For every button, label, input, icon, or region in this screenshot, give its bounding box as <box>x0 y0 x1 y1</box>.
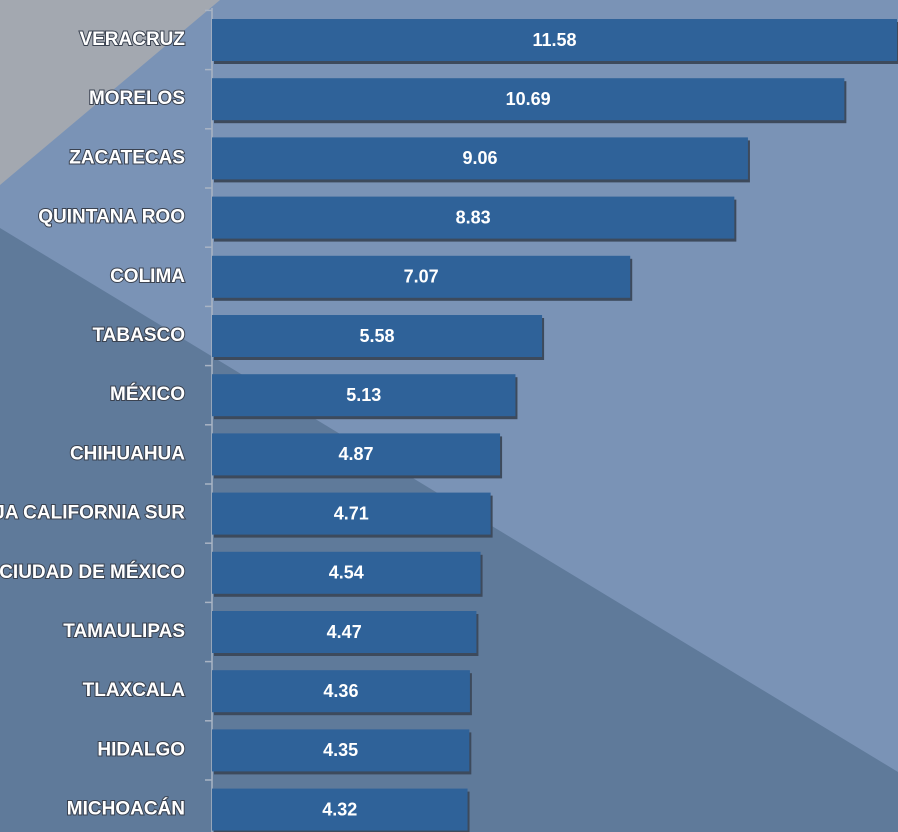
category-label: TLAXCALA <box>83 680 186 701</box>
bar <box>212 788 468 831</box>
category-label: CHIHUAHUA <box>70 443 185 464</box>
category-label: VERACRUZ <box>79 29 185 50</box>
category-label: COLIMA <box>110 266 185 287</box>
bar <box>212 255 631 298</box>
category-label: HIDALGO <box>97 739 185 760</box>
value-label: 9.06 <box>462 148 497 168</box>
category-label: MÉXICO <box>110 383 185 405</box>
value-label: 4.71 <box>334 503 369 523</box>
bar <box>212 137 748 180</box>
bar <box>212 729 470 772</box>
value-label: 7.07 <box>404 267 439 287</box>
category-label: TABASCO <box>92 325 185 346</box>
bar <box>212 78 845 121</box>
bar <box>212 19 897 61</box>
bar <box>212 670 470 713</box>
bar <box>212 433 501 476</box>
value-label: 10.69 <box>506 89 551 109</box>
category-label: ZACATECAS <box>69 147 185 168</box>
bar <box>212 551 481 594</box>
category-label: MICHOACÁN <box>67 798 185 820</box>
value-label: 4.87 <box>339 444 374 464</box>
bar <box>212 315 543 357</box>
value-label: 4.47 <box>327 622 362 642</box>
category-label: MORELOS <box>89 88 185 109</box>
bar <box>212 611 477 653</box>
category-label: BAJA CALIFORNIA SUR <box>0 503 185 524</box>
value-label: 4.36 <box>323 681 358 701</box>
value-label: 5.13 <box>346 385 381 405</box>
category-label: TAMAULIPAS <box>63 621 185 642</box>
bar <box>212 374 516 417</box>
value-label: 5.58 <box>360 326 395 346</box>
value-label: 4.54 <box>329 563 364 583</box>
category-label: QUINTANA ROO <box>38 207 185 228</box>
value-label: 4.32 <box>322 799 357 819</box>
bar <box>212 196 735 239</box>
category-label: CIUDAD DE MÉXICO <box>0 561 185 583</box>
value-label: 11.58 <box>532 30 576 50</box>
value-label: 8.83 <box>456 207 491 227</box>
value-label: 4.35 <box>323 740 358 760</box>
bar <box>212 492 491 535</box>
background-corner <box>0 0 220 185</box>
